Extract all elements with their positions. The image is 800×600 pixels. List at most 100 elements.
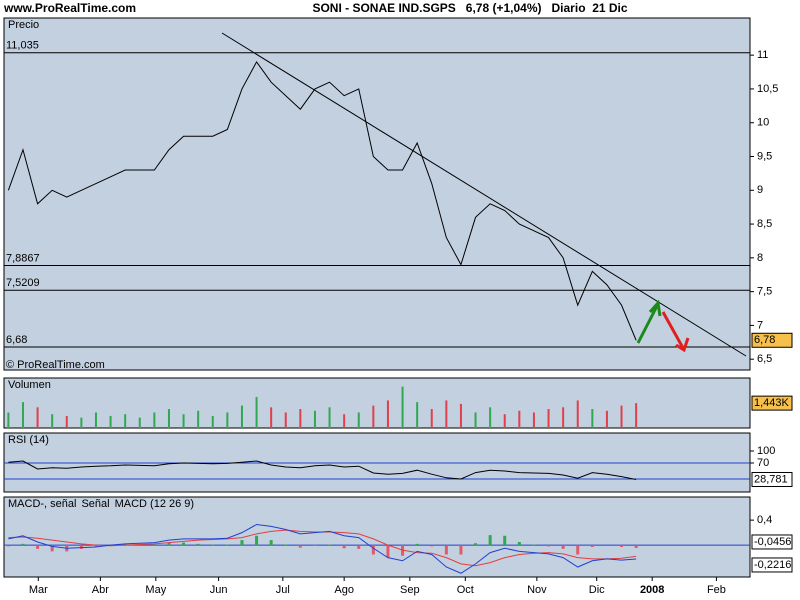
last-value-box [751, 534, 793, 550]
volume-bar [182, 414, 185, 428]
last-value-label: 1,443K [754, 397, 790, 409]
histogram-bar [123, 543, 127, 546]
histogram-bar [79, 545, 83, 549]
volume-bar [109, 415, 112, 428]
volume-bar [51, 414, 54, 428]
volume-bar [36, 407, 39, 428]
histogram-bar [561, 545, 565, 549]
histogram-bar [21, 543, 25, 546]
volume-bar [328, 407, 331, 428]
histogram-bar [182, 542, 186, 546]
y-tick-label: 11 [757, 49, 768, 61]
legend-entry: Señal [81, 498, 109, 510]
volume-bar [445, 400, 448, 428]
x-tick-label: Nov [527, 584, 547, 596]
histogram-bar [298, 545, 302, 548]
y-tick-label: 9 [757, 184, 763, 196]
histogram-bar [430, 545, 434, 547]
volume-bar [284, 412, 287, 428]
x-tick-label: Ago [334, 584, 354, 596]
volume-bar [65, 415, 68, 428]
last-value-box [751, 395, 793, 411]
y-tick-label: 7,5 [757, 286, 772, 298]
price-line [7, 60, 637, 341]
histogram-bar [196, 543, 200, 546]
histogram-bar [167, 542, 171, 546]
volume-bar [547, 409, 550, 428]
volume-bar [299, 409, 302, 428]
last-value-label: -0,0456 [754, 536, 791, 548]
x-tick-label: Dic [589, 584, 605, 596]
volume-bar [211, 415, 214, 428]
histogram-bar [94, 545, 98, 547]
volume-bar [226, 412, 229, 428]
histogram-bar [503, 535, 507, 546]
histogram-bar [211, 544, 215, 546]
panel-title: Precio [8, 19, 39, 31]
y-tick-label: 10 [757, 117, 769, 129]
histogram-bar [342, 545, 346, 549]
panel [3, 17, 751, 371]
y-tick-label: 6,5 [757, 353, 772, 365]
legend-entry: MACD-, señal [8, 498, 76, 510]
volume-bar [562, 407, 565, 428]
volume-bar [620, 405, 623, 428]
last-value-label: 6,78 [754, 334, 775, 346]
histogram-bar [459, 545, 463, 555]
volume-bar [270, 407, 273, 428]
y-tick-label: 10,5 [757, 83, 778, 95]
histogram-bar [152, 543, 156, 546]
volume-bar [416, 402, 419, 428]
last-value-box [751, 557, 793, 573]
volume-bar [532, 412, 535, 428]
level-label: 6,68 [6, 334, 27, 346]
histogram-bar [371, 545, 375, 555]
arrow-up [636, 299, 662, 344]
watermark: © ProRealTime.com [6, 359, 105, 371]
histogram-bar [386, 545, 390, 558]
y-tick-label: 70 [757, 457, 769, 469]
x-tick-label: 2008 [640, 584, 664, 596]
level-label: 7,8867 [6, 252, 40, 264]
histogram-bar [547, 545, 551, 547]
histogram-bar [240, 540, 244, 546]
histogram-bar [255, 535, 259, 546]
panel-title: Volumen [8, 379, 51, 391]
histogram-bar [328, 544, 332, 546]
histogram-bar [269, 540, 273, 546]
histogram-bar [576, 545, 580, 555]
volume-bar [459, 403, 462, 428]
volume-bar [372, 405, 375, 428]
volume-bar [518, 410, 521, 428]
volume-bar [343, 414, 346, 428]
volume-bar [401, 386, 404, 428]
histogram-bar [357, 545, 361, 549]
y-tick-label: 9,5 [757, 150, 772, 162]
volume-bar [153, 412, 156, 428]
last-value-box [751, 332, 793, 348]
histogram-bar [225, 544, 229, 546]
histogram-bar [284, 544, 288, 546]
volume-bar [80, 417, 83, 428]
volume-bar [255, 396, 258, 428]
panel [3, 496, 751, 578]
volume-bar [386, 400, 389, 428]
site: www.ProRealTime.com [3, 1, 136, 15]
volume-bar [124, 414, 127, 428]
volume-bar [489, 407, 492, 428]
volume-bar [240, 405, 243, 428]
histogram-bar [488, 535, 492, 546]
volume-bar [430, 409, 433, 428]
x-tick-label: Jun [210, 584, 228, 596]
histogram-bar [590, 545, 594, 547]
histogram-bar [6, 545, 10, 547]
x-tick-label: May [145, 584, 166, 596]
histogram-bar [313, 545, 317, 546]
histogram-bar [517, 542, 521, 546]
volume-bar [635, 403, 638, 428]
volume-bar [591, 409, 594, 428]
volume-bar [7, 412, 10, 428]
histogram-bar [415, 543, 419, 546]
y-tick-label: 100 [757, 445, 775, 457]
